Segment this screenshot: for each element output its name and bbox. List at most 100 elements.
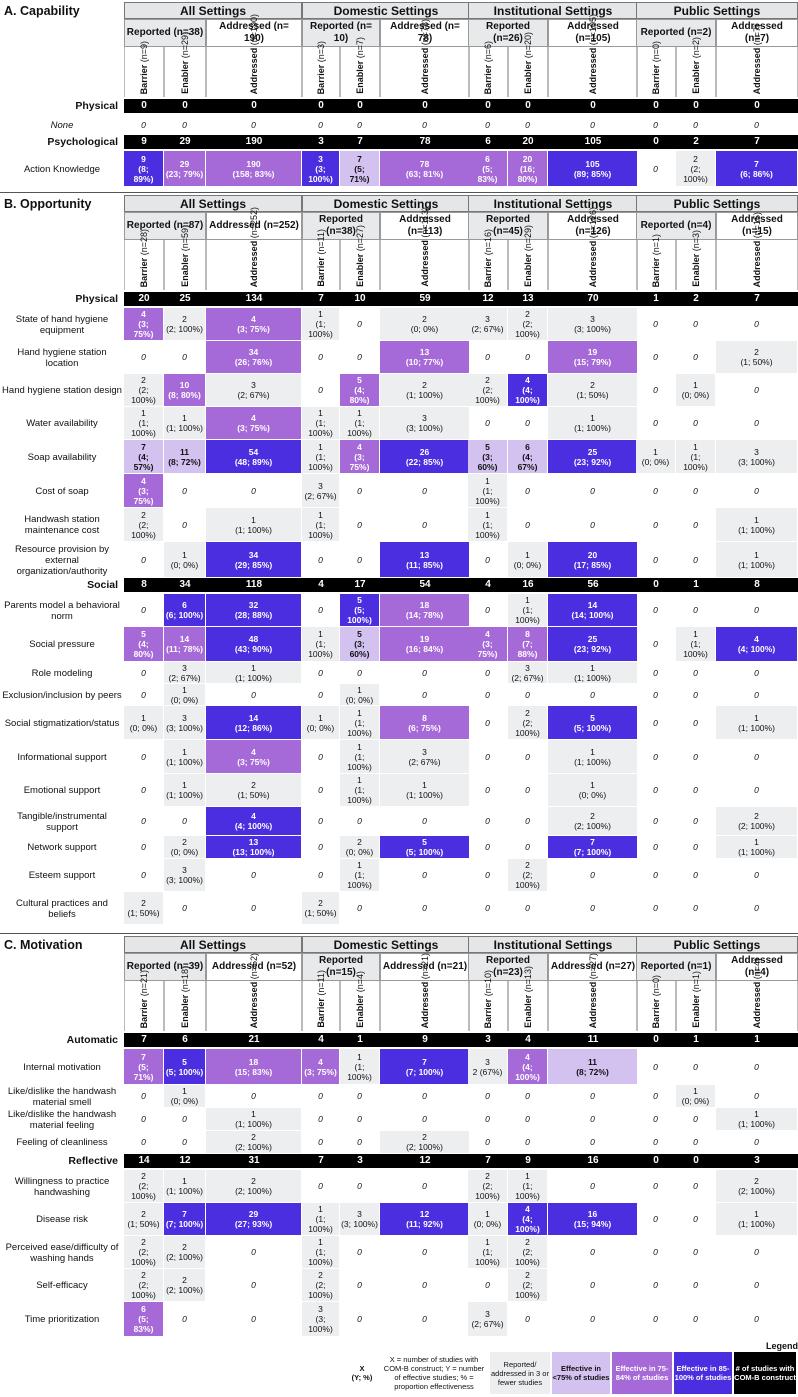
category-value: 0: [653, 579, 659, 590]
subcolumn-label: Addressed (n=15): [752, 212, 762, 287]
category-value: 7: [318, 293, 324, 304]
data-cell: 0: [164, 1108, 206, 1131]
data-cell: 2 (2; 100%): [164, 308, 206, 341]
data-cell: 105 (89; 85%): [548, 151, 638, 187]
data-cell: 1 (1; 100%): [164, 774, 206, 807]
subcolumn-name: Addressed: [420, 240, 430, 287]
row-label: Cultural practices and beliefs: [16, 897, 108, 920]
data-cell: 0: [548, 1269, 638, 1302]
data-cell: 1 (1; 100%): [164, 407, 206, 440]
data-cell: 0: [124, 662, 164, 684]
data-cell: 2 (2; 100%): [676, 151, 716, 187]
subcolumn-name: Barrier: [483, 998, 493, 1028]
data-cell: 0: [380, 1236, 470, 1269]
data-cell: 0: [636, 341, 676, 374]
addressed-header: Addressed (n= 190): [206, 19, 302, 47]
data-cell: 0: [676, 807, 716, 836]
data-cell: 1 (1; 100%): [548, 407, 638, 440]
category-value: 54: [419, 579, 431, 590]
category-value: 25: [179, 293, 191, 304]
data-cell: 25 (23; 92%): [548, 440, 638, 474]
reported-header-text: Reported (n=1): [640, 961, 712, 972]
data-cell: 0: [716, 740, 798, 774]
data-cell: 0: [636, 740, 676, 774]
data-cell: 2 (2; 100%): [508, 1269, 548, 1302]
subcolumn-name: Enabler: [180, 994, 190, 1028]
data-cell: 1 (0; 0%): [340, 684, 380, 706]
subcolumn-name: Addressed: [752, 240, 762, 287]
data-cell: 0: [676, 341, 716, 374]
data-cell: 0: [716, 1302, 798, 1337]
data-cell: 0: [340, 892, 380, 925]
row-label: State of hand hygiene equipment: [15, 313, 109, 336]
section-divider: [0, 192, 798, 193]
data-cell: 4 (4; 100%): [508, 1203, 548, 1236]
data-cell: 0: [676, 662, 716, 684]
category-value: 9: [141, 136, 147, 147]
data-cell: 0: [340, 1131, 380, 1154]
subcolumn-name: Addressed: [249, 47, 259, 94]
data-cell: 0: [468, 706, 508, 740]
subcolumn-label: Enabler (n=2): [691, 37, 701, 94]
subcolumn-count: (n=1): [691, 971, 701, 993]
data-cell: 0: [676, 1131, 716, 1154]
subcolumn-name: Enabler: [180, 253, 190, 287]
data-cell: 0: [164, 115, 206, 135]
subcolumn-header: Barrier (n=16): [468, 229, 508, 290]
data-cell: 10 (8; 80%): [164, 374, 206, 407]
subcolumn-header: Addressed (n=21): [380, 953, 470, 1031]
category-value: 3: [318, 136, 324, 147]
data-cell: 0: [716, 662, 798, 684]
data-cell: 1 (1; 100%): [340, 740, 380, 774]
data-cell: 0: [124, 1131, 164, 1154]
subcolumn-header: Barrier (n=0): [636, 41, 676, 97]
category-label: Psychological: [47, 135, 118, 148]
data-cell: 0: [636, 836, 676, 859]
category-value: 105: [584, 136, 602, 147]
data-cell: 0: [124, 774, 164, 807]
data-cell: 0: [676, 407, 716, 440]
subcolumn-count: (n=2): [691, 37, 701, 59]
category-value: 1: [693, 1034, 699, 1045]
subcolumn-header: Barrier (n=10): [468, 970, 508, 1031]
addressed-header-text: Addressed (n=27): [550, 961, 636, 972]
category-value: 16: [587, 1155, 599, 1166]
reported-header-text: Reported (n=26): [486, 21, 530, 44]
data-cell: 0: [716, 859, 798, 892]
data-cell: 1 (1; 100%): [548, 662, 638, 684]
data-cell: 2 (0; 0%): [164, 836, 206, 859]
data-cell: 2 (2; 100%): [124, 1170, 164, 1203]
data-cell: 3 (3; 100%): [548, 308, 638, 341]
category-bar: [124, 292, 798, 306]
subcolumn-count: (n=190): [249, 13, 259, 45]
data-cell: 4 (4; 100%): [206, 807, 302, 836]
group-header: Public Settings: [636, 195, 798, 212]
data-cell: 0: [636, 407, 676, 440]
data-cell: 0: [508, 407, 548, 440]
data-cell: 0: [340, 1302, 380, 1337]
data-cell: 1 (0; 0%): [302, 706, 340, 740]
data-cell: 1 (1; 100%): [302, 407, 340, 440]
subcolumn-header: Barrier (n=9): [124, 41, 164, 97]
subcolumn-label: Enabler (n=13): [523, 966, 533, 1028]
data-cell: 1 (0; 0%): [124, 706, 164, 740]
category-value: 0: [590, 100, 596, 111]
data-cell: 0: [340, 1085, 380, 1108]
subcolumn-count: (n=105): [588, 13, 598, 45]
subcolumn-label: Enabler (n=59): [180, 225, 190, 287]
subcolumn-count: (n=18): [180, 966, 190, 993]
subcolumn-name: Barrier: [316, 64, 326, 94]
row-label: Time prioritization: [24, 1314, 100, 1325]
data-cell: 190 (158; 83%): [206, 151, 302, 187]
legend-xy: X (Y; %): [351, 1364, 373, 1382]
category-value: 7: [754, 293, 760, 304]
data-cell: 0: [716, 774, 798, 807]
category-value: 14: [138, 1155, 150, 1166]
data-cell: 0: [124, 859, 164, 892]
legend-title: Legend: [765, 1340, 798, 1351]
data-cell: 0: [380, 1170, 470, 1203]
category-value: 7: [357, 136, 363, 147]
subcolumn-name: Addressed: [588, 47, 598, 94]
data-cell: 0: [124, 684, 164, 706]
data-cell: 0: [636, 374, 676, 407]
